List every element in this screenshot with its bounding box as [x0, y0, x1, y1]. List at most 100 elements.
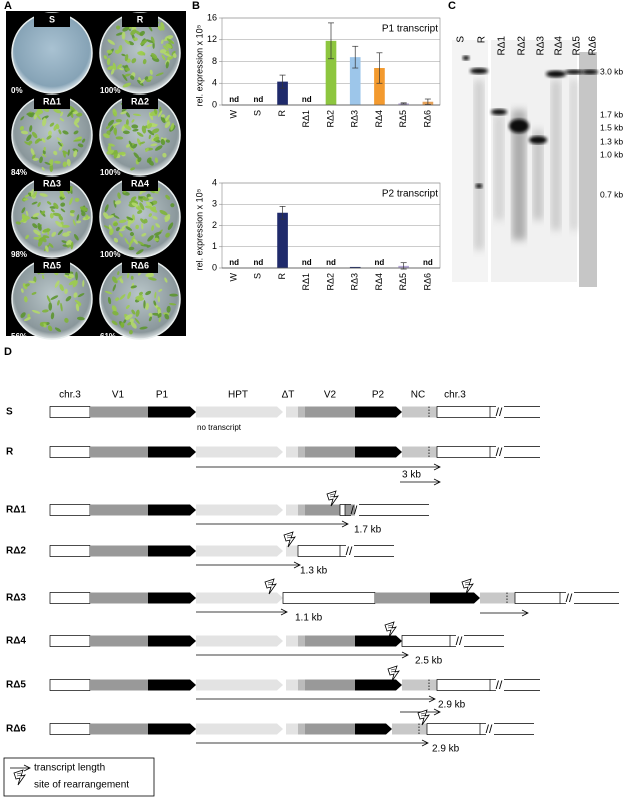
seedling: [72, 219, 76, 226]
seedling: [165, 114, 170, 122]
seedling: [60, 111, 64, 117]
seedling: [107, 119, 115, 127]
seedling: [45, 245, 49, 253]
seedling: [31, 291, 37, 295]
seedling: [126, 272, 130, 279]
seedling: [58, 129, 62, 135]
seedling: [23, 198, 29, 201]
plate-label: RΔ3: [43, 178, 61, 188]
seedling: [44, 161, 51, 165]
transcript-length: 1.7 kb: [354, 525, 382, 536]
x-tick-label: W: [228, 110, 238, 119]
seedling: [128, 329, 133, 335]
seedling: [152, 41, 155, 49]
seedling: [154, 291, 157, 299]
seedling: [73, 234, 79, 241]
segment: [297, 545, 341, 557]
hpt-arrow: [196, 635, 283, 647]
seedling: [148, 277, 157, 281]
x-tick-label: S: [253, 273, 263, 279]
seedling: [130, 235, 135, 244]
seedling: [54, 160, 61, 164]
segment: [49, 679, 91, 691]
seedling: [135, 294, 144, 300]
seedling: [172, 53, 177, 59]
seedling: [57, 229, 63, 236]
seedling: [62, 130, 69, 135]
seedling: [127, 219, 135, 224]
seedling: [153, 300, 157, 306]
seedling: [39, 193, 48, 197]
segment: [305, 723, 355, 735]
segment: [286, 679, 298, 691]
seedling: [107, 296, 112, 305]
seedling: [151, 52, 158, 60]
seedling: [148, 316, 152, 322]
seedling: [48, 302, 53, 311]
seedling: [133, 37, 138, 41]
seedling: [72, 111, 79, 115]
seedling: [42, 153, 47, 158]
row-label: S: [6, 407, 13, 418]
segment: [402, 679, 437, 691]
seedling: [153, 231, 162, 236]
seedling: [25, 283, 30, 287]
transcript-length: 2.9 kb: [438, 700, 466, 711]
seedling: [62, 161, 68, 168]
seedling: [33, 229, 41, 236]
break-mark: //: [496, 678, 503, 692]
seedling: [147, 129, 155, 136]
seedling: [114, 200, 122, 205]
seedling: [76, 214, 80, 221]
seedling: [54, 280, 60, 288]
seedling: [47, 201, 52, 205]
seedling: [118, 232, 123, 237]
plate-label-box: [34, 177, 70, 191]
rearrangement-site: [387, 665, 400, 682]
segment: [436, 406, 491, 418]
seedling: [130, 75, 135, 80]
seedling: [25, 210, 29, 216]
plate-percent: 100%: [100, 250, 120, 259]
segment: [90, 504, 148, 516]
seedling: [124, 124, 132, 131]
plate-label-box: [122, 177, 158, 191]
x-tick-label: RΔ6: [422, 273, 432, 291]
segment: [426, 723, 481, 735]
seedling: [154, 157, 159, 163]
bar: [349, 266, 361, 268]
row-label: RΔ4: [6, 636, 26, 647]
seedling: [122, 26, 130, 32]
legend-label: site of rearrangement: [34, 780, 129, 791]
promoter-arrow: [148, 446, 196, 458]
seedling: [123, 73, 131, 77]
seedling: [73, 139, 82, 142]
seedling: [59, 190, 65, 198]
plate-label: RΔ5: [43, 260, 61, 270]
seedling: [166, 38, 175, 44]
value-label: nd: [326, 258, 336, 267]
value-label: nd: [302, 95, 312, 104]
promoter-arrow: [355, 635, 402, 647]
x-tick-label: S: [253, 110, 263, 116]
break-mark: //: [496, 445, 503, 459]
panel-label: A: [4, 0, 12, 12]
rearrangement-site: [326, 490, 339, 507]
hpt-arrow: [196, 592, 283, 604]
seedling: [147, 235, 154, 242]
seedling: [31, 154, 36, 159]
seedling: [104, 204, 109, 213]
seedling: [150, 143, 158, 147]
seedling: [124, 237, 129, 245]
note: no transcript: [197, 423, 242, 432]
seedling: [42, 150, 46, 155]
seedling: [115, 297, 120, 302]
segment: [298, 679, 305, 691]
seedling: [165, 61, 169, 69]
blot-smear: [512, 110, 526, 240]
seedling: [42, 228, 51, 233]
element-label: NC: [411, 390, 425, 401]
legend-box: [3, 757, 155, 797]
seedling: [117, 192, 121, 199]
seedling: [36, 114, 42, 120]
